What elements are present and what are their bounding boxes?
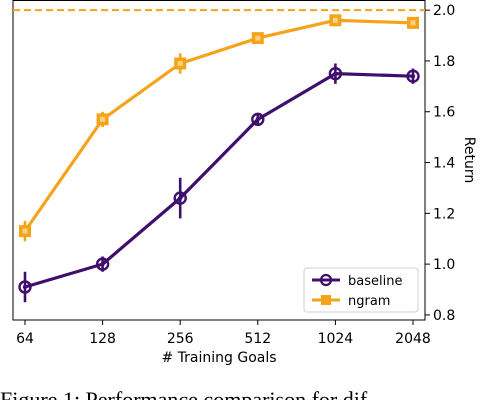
series-layer [18, 14, 420, 303]
x-tick-label: 1024 [318, 331, 354, 347]
x-tick-label: 512 [244, 331, 271, 347]
legend-label-ngram: ngram [348, 294, 390, 309]
baseline-point [328, 66, 343, 81]
ngram-point-center [177, 60, 183, 66]
baseline-point [173, 191, 187, 205]
x-tick-label: 2048 [395, 331, 431, 347]
baseline-line [24, 72, 414, 289]
series-ngram [19, 14, 419, 242]
baseline-point-center [410, 73, 416, 79]
ngram-point-center [255, 35, 261, 41]
baseline-point-center [100, 261, 105, 267]
ngram-point-center [22, 228, 28, 234]
x-tick-label: 256 [167, 331, 194, 347]
x-axis-label: # Training Goals [161, 350, 276, 366]
y-tick-label: 0.8 [433, 308, 455, 324]
series-baseline [18, 63, 420, 303]
baseline-point-center [178, 195, 183, 201]
baseline-point-center [255, 117, 260, 122]
ngram-line [23, 18, 414, 233]
legend: baseline ngram [303, 267, 419, 313]
x-tick-label: 128 [89, 331, 116, 347]
y-axis-label: Return [461, 137, 477, 183]
ngram-point-center [332, 17, 338, 23]
legend-marker-ngram [321, 295, 331, 305]
legend-marker-baseline [319, 273, 333, 287]
y-tick-label: 1.0 [433, 257, 455, 273]
y-tick-label: 1.8 [433, 54, 455, 70]
ngram-point-center [100, 116, 106, 122]
y-tick-label: 1.4 [433, 156, 455, 172]
baseline-point [18, 280, 32, 294]
baseline-point-center [22, 284, 28, 290]
x-tick-label: 64 [16, 331, 34, 347]
y-tick-label: 1.2 [433, 206, 455, 222]
baseline-point-center [333, 71, 338, 76]
baseline-point [251, 112, 265, 127]
ngram-point-center [410, 20, 416, 26]
figure-caption: Figure 1: Performance comparison for dif [0, 387, 368, 400]
plot-frame [12, 0, 426, 321]
y-tick-label: 1.6 [433, 105, 455, 121]
baseline-point [95, 257, 110, 271]
legend-label-baseline: baseline [348, 274, 402, 289]
y-tick-label: 2.0 [433, 3, 455, 19]
baseline-point [406, 69, 420, 83]
